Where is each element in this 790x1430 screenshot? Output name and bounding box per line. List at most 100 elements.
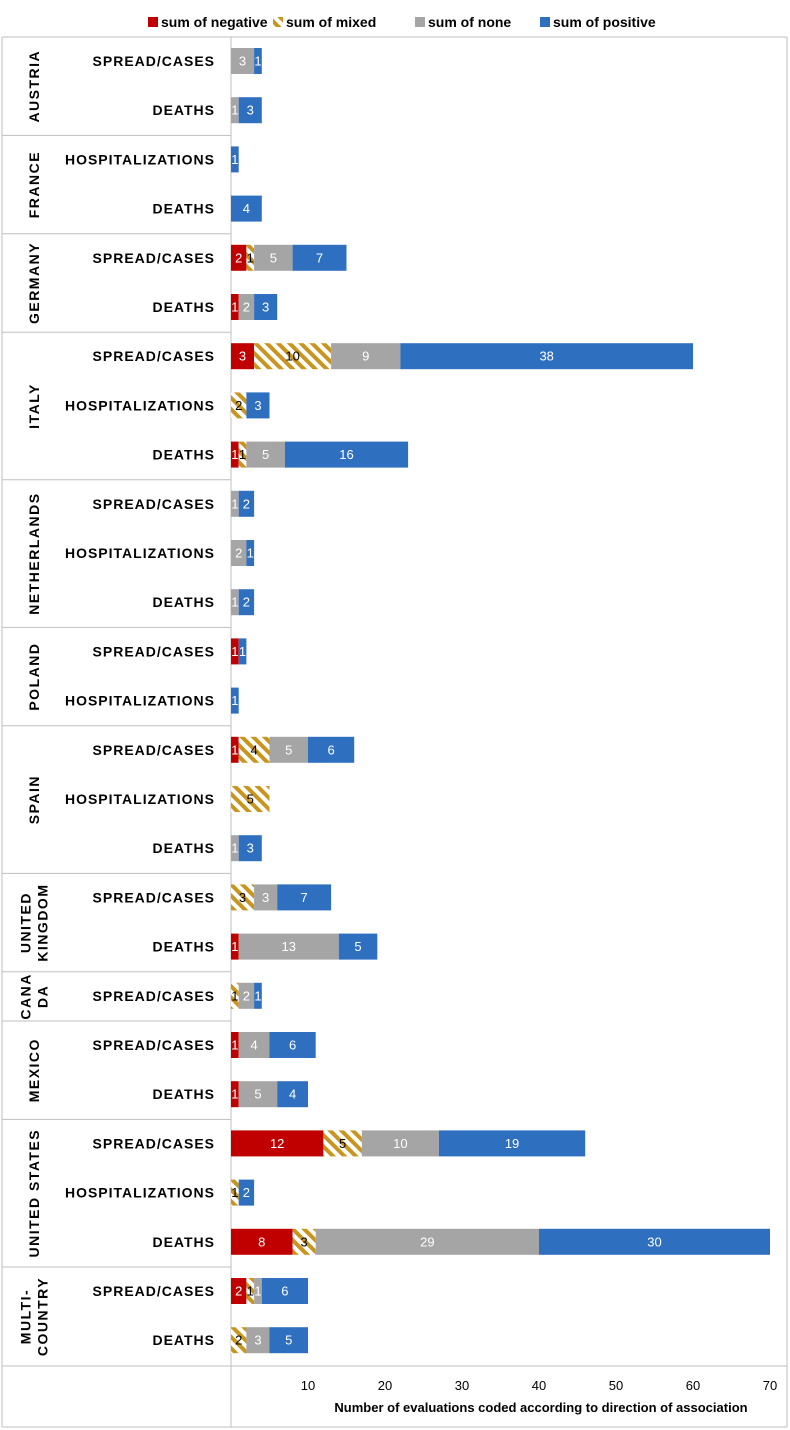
data-label: 5: [285, 1333, 292, 1348]
bar-segment-sum-of-positive: [254, 982, 262, 1009]
bar-segment-sum-of-negative: [231, 933, 239, 960]
data-label: 1: [231, 300, 238, 315]
data-label: 1: [239, 644, 246, 659]
data-label: 3: [247, 103, 254, 118]
data-label: 3: [262, 890, 269, 905]
data-label: 1: [231, 103, 238, 118]
data-label: 1: [247, 546, 254, 561]
data-label: 1: [231, 693, 238, 708]
metric-label: HOSPITALIZATIONS: [65, 1185, 215, 1201]
x-tick-label: 20: [378, 1378, 392, 1393]
bar-segment-sum-of-positive: [269, 1327, 308, 1354]
bar-segment-sum-of-negative: [231, 1032, 239, 1058]
metric-label: HOSPITALIZATIONS: [65, 397, 215, 413]
data-label: 1: [254, 54, 261, 69]
data-label: 1: [231, 496, 238, 511]
metric-label: DEATHS: [152, 939, 215, 955]
data-label: 4: [250, 1038, 257, 1053]
bar-segment-sum-of-mixed: [238, 736, 270, 763]
data-label: 6: [289, 1038, 296, 1053]
metric-label: DEATHS: [152, 1234, 215, 1250]
bar-segment-sum-of-mixed: [292, 1228, 316, 1255]
data-label: 3: [239, 890, 246, 905]
data-label: 5: [285, 742, 292, 757]
bar-segment-sum-of-positive: [246, 540, 255, 566]
bar-segment-sum-of-positive: [539, 1228, 770, 1255]
bar-segment-sum-of-mixed: [246, 1278, 255, 1304]
data-label: 10: [285, 349, 299, 364]
data-label: 2: [243, 595, 250, 610]
metric-label: HOSPITALIZATIONS: [65, 693, 215, 709]
data-label: 3: [254, 398, 261, 413]
bar-segment-sum-of-negative: [231, 294, 239, 320]
bar-segment-sum-of-negative: [231, 1228, 293, 1255]
data-label: 3: [239, 54, 246, 69]
bar-segment-sum-of-negative: [231, 1130, 324, 1157]
x-axis-title: Number of evaluations coded according to…: [334, 1400, 747, 1415]
data-label: 10: [393, 1136, 407, 1151]
bar-segment-sum-of-negative: [231, 1081, 239, 1108]
x-tick-label: 70: [763, 1378, 777, 1393]
data-label: 29: [420, 1234, 434, 1249]
data-label: 1: [254, 988, 261, 1003]
data-label: 2: [243, 300, 250, 315]
country-label: UNITED STATES: [26, 1129, 42, 1258]
bar-segment-sum-of-positive: [277, 1081, 308, 1108]
bar-segment-sum-of-none: [331, 343, 401, 370]
legend: sum of negative sum of mixed sum of none su…: [148, 14, 656, 30]
bar-segment-sum-of-none: [231, 97, 239, 124]
metric-label: SPREAD/CASES: [93, 53, 215, 69]
bar-segment-sum-of-mixed: [231, 786, 270, 812]
bar-segment-sum-of-positive: [231, 195, 262, 222]
data-label: 6: [327, 742, 334, 757]
bar-segment-sum-of-none: [254, 1278, 262, 1304]
data-label: 7: [316, 250, 323, 265]
x-tick-label: 30: [455, 1378, 469, 1393]
bar-segment-sum-of-positive: [238, 638, 247, 665]
metric-label: DEATHS: [152, 201, 215, 217]
metric-label: DEATHS: [152, 1332, 215, 1348]
bar-segment-sum-of-positive: [308, 736, 355, 763]
data-label: 12: [270, 1136, 284, 1151]
data-label: 3: [262, 300, 269, 315]
bar-segment-sum-of-mixed: [231, 982, 239, 1009]
data-label: 3: [247, 841, 254, 856]
bar-segment-sum-of-positive: [238, 97, 262, 124]
metric-label: DEATHS: [152, 1086, 215, 1102]
metric-label: DEATHS: [152, 299, 215, 315]
x-tick-label: 10: [301, 1378, 315, 1393]
data-label: 5: [247, 792, 254, 807]
metric-label: HOSPITALIZATIONS: [65, 545, 215, 561]
country-label: UNITED: [18, 892, 34, 953]
data-label: 30: [647, 1234, 661, 1249]
data-label: 3: [239, 349, 246, 364]
bar-segment-sum-of-positive: [246, 392, 270, 419]
data-label: 1: [231, 1185, 238, 1200]
data-label: 7: [301, 890, 308, 905]
x-axis: 10 20 30 40 50 60 70 Number of evaluations code…: [2, 1365, 787, 1415]
data-label: 38: [539, 349, 553, 364]
bar-segment-sum-of-positive: [292, 244, 347, 271]
bar-segment-sum-of-none: [238, 1081, 278, 1108]
bar-segment-sum-of-none: [246, 1327, 270, 1354]
data-label: 5: [270, 250, 277, 265]
x-tick-label: 60: [686, 1378, 700, 1393]
data-label: 3: [301, 1234, 308, 1249]
legend-swatch-3: [415, 17, 425, 27]
data-label: 1: [247, 250, 254, 265]
bar-segment-sum-of-positive: [238, 1179, 255, 1206]
data-label: 5: [354, 939, 361, 954]
metric-label: HOSPITALIZATIONS: [65, 791, 215, 807]
country-label: POLAND: [26, 643, 42, 711]
bar-segment-sum-of-positive: [261, 1278, 308, 1304]
bar-segment-sum-of-mixed: [238, 441, 247, 468]
bar-segment-sum-of-negative: [231, 736, 239, 763]
metric-label: SPREAD/CASES: [93, 742, 215, 758]
country-label: GERMANY: [26, 242, 42, 324]
country-label: MULTI-: [18, 1289, 34, 1344]
bar-segment-sum-of-positive: [238, 589, 255, 616]
bar-segment-sum-of-mixed: [231, 1179, 239, 1206]
chart-frame: [1, 36, 788, 1428]
